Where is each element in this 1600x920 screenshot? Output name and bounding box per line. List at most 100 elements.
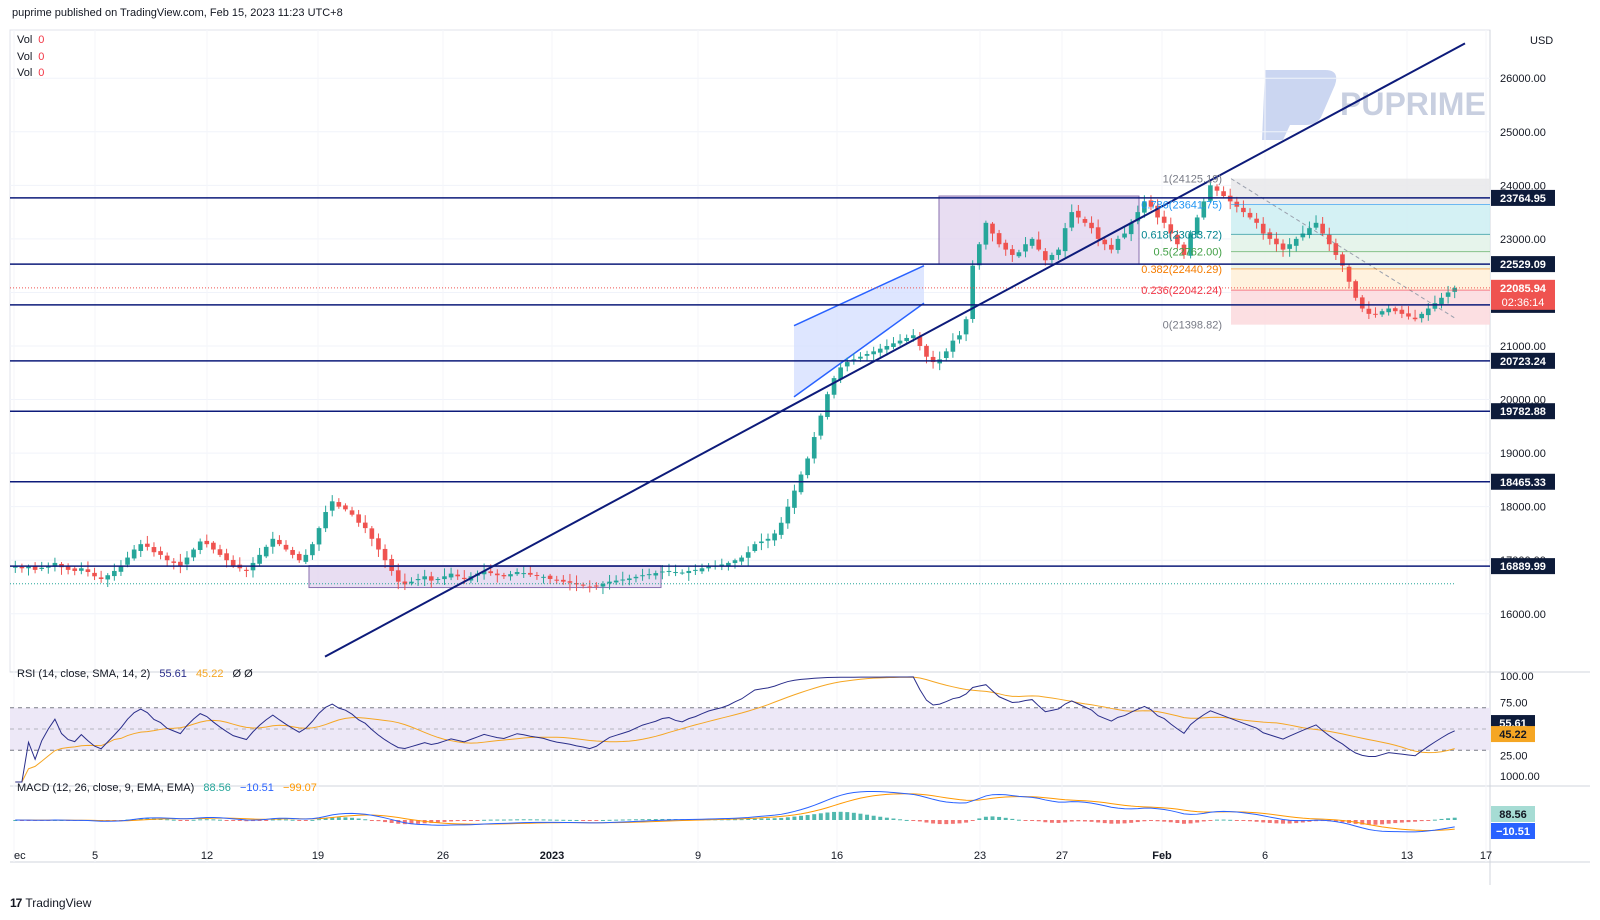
candle-body [72,568,78,571]
macd-histogram-bar [1413,820,1418,822]
candle-body [112,570,117,577]
macd-histogram-bar [1063,820,1068,823]
macd-histogram-bar [310,819,315,821]
candle-body [1313,222,1319,228]
channel-lower-line [793,302,925,398]
candle-body [1043,251,1048,261]
macd-histogram-bar [1300,820,1305,823]
candle-body [356,514,361,523]
macd-histogram-bar [1155,820,1160,822]
macd-histogram-bar [442,820,447,822]
candle-body [521,573,527,575]
candle-body [296,553,302,561]
candle-body [1247,212,1253,218]
rsi-tick-label: 25.00 [1500,751,1528,763]
macd-histogram-bar [1281,820,1286,824]
level-price-text: 20723.24 [1500,356,1547,368]
fib-label: 0(21398.82) [1163,320,1222,332]
candle-body [283,544,289,550]
candle-body [858,356,863,359]
candle-body [574,583,579,585]
macd-histogram-bar [211,819,216,821]
vol-label: Vol [17,34,33,46]
macd-histogram-bar [1386,820,1391,824]
macd-histogram-bar [964,820,969,823]
candle-body [409,581,414,584]
macd-histogram-bar [468,820,473,821]
level-price-tag [1491,558,1555,575]
x-tick-label: 16 [831,850,843,862]
candle-body [191,549,196,558]
candle-body [613,580,619,583]
macd-histogram-bar [1135,820,1140,823]
candle-body [1095,227,1101,239]
x-tick-label: 12 [201,850,213,862]
rsi-sma-tag-text: 45.22 [1499,729,1527,741]
candle-body [798,474,804,493]
macd-histogram-bar [772,818,777,820]
rsi-tick-label: 75.00 [1500,698,1528,710]
candle-body [211,542,216,550]
candle-body [494,573,500,576]
macd-histogram-bar [1208,820,1213,821]
macd-title: MACD (12, 26, close, 9, EMA, EMA) [17,782,195,794]
macd-histogram-bar [759,818,764,820]
candle-body [428,576,434,581]
candle-body [594,585,599,587]
candle-body [402,581,408,585]
candle-body [1280,243,1286,250]
candle-body [1128,222,1134,235]
macd-histogram-bar [284,819,288,821]
macd-histogram-bar [594,820,599,821]
fib-label: 0.5(22762.00) [1154,247,1223,259]
candle-body [1300,233,1306,238]
candle-body [917,336,923,346]
puprime-logo-icon [1262,70,1337,140]
candle-body [541,576,546,578]
candle-body [19,566,25,569]
candle-body [567,581,573,583]
candle-body [620,579,626,581]
macd-histogram-bar [1089,820,1094,822]
macd-histogram-bar [244,820,249,822]
volume-legend-2: Vol 0 [17,51,44,63]
macd-histogram-bar [792,816,797,820]
consolidation-box [938,195,1140,265]
x-tick-label: 19 [312,850,324,862]
macd-histogram-bar [455,820,460,822]
macd-histogram-bar [587,820,592,821]
macd-histogram-bar [1333,820,1338,822]
candle-body [52,562,58,567]
candle-body [448,573,454,578]
candle-body [1115,238,1121,250]
macd-signal-value: −99.07 [282,782,317,794]
candle-body [435,578,441,580]
macd-histogram-bar [482,819,487,821]
candle-body [910,335,916,339]
candle-body [633,576,639,579]
candle-body [554,579,560,581]
macd-histogram-bar [620,819,625,821]
candle-body [666,570,672,572]
candle-body [98,577,104,579]
candle-body [1439,297,1444,305]
macd-histogram-bar [1446,818,1451,820]
candle-body [1175,234,1180,245]
macd-hist-tag-text: 88.56 [1499,809,1527,821]
macd-histogram-bar [171,819,176,821]
macd-histogram-bar [356,818,361,820]
macd-histogram-bar [567,819,572,821]
macd-histogram-bar [396,820,401,824]
candle-body [1155,205,1160,218]
candle-body [1320,223,1325,234]
candle-body [1023,244,1028,252]
candle-body [481,570,487,575]
tradingview-footer[interactable]: 17 TradingView [10,896,91,910]
x-tick-label: Feb [1152,850,1172,862]
macd-histogram-bar [1030,820,1035,821]
candle-body [1379,311,1385,315]
candle-body [310,544,315,556]
candle-body [1003,242,1009,250]
candle-body [891,343,896,347]
